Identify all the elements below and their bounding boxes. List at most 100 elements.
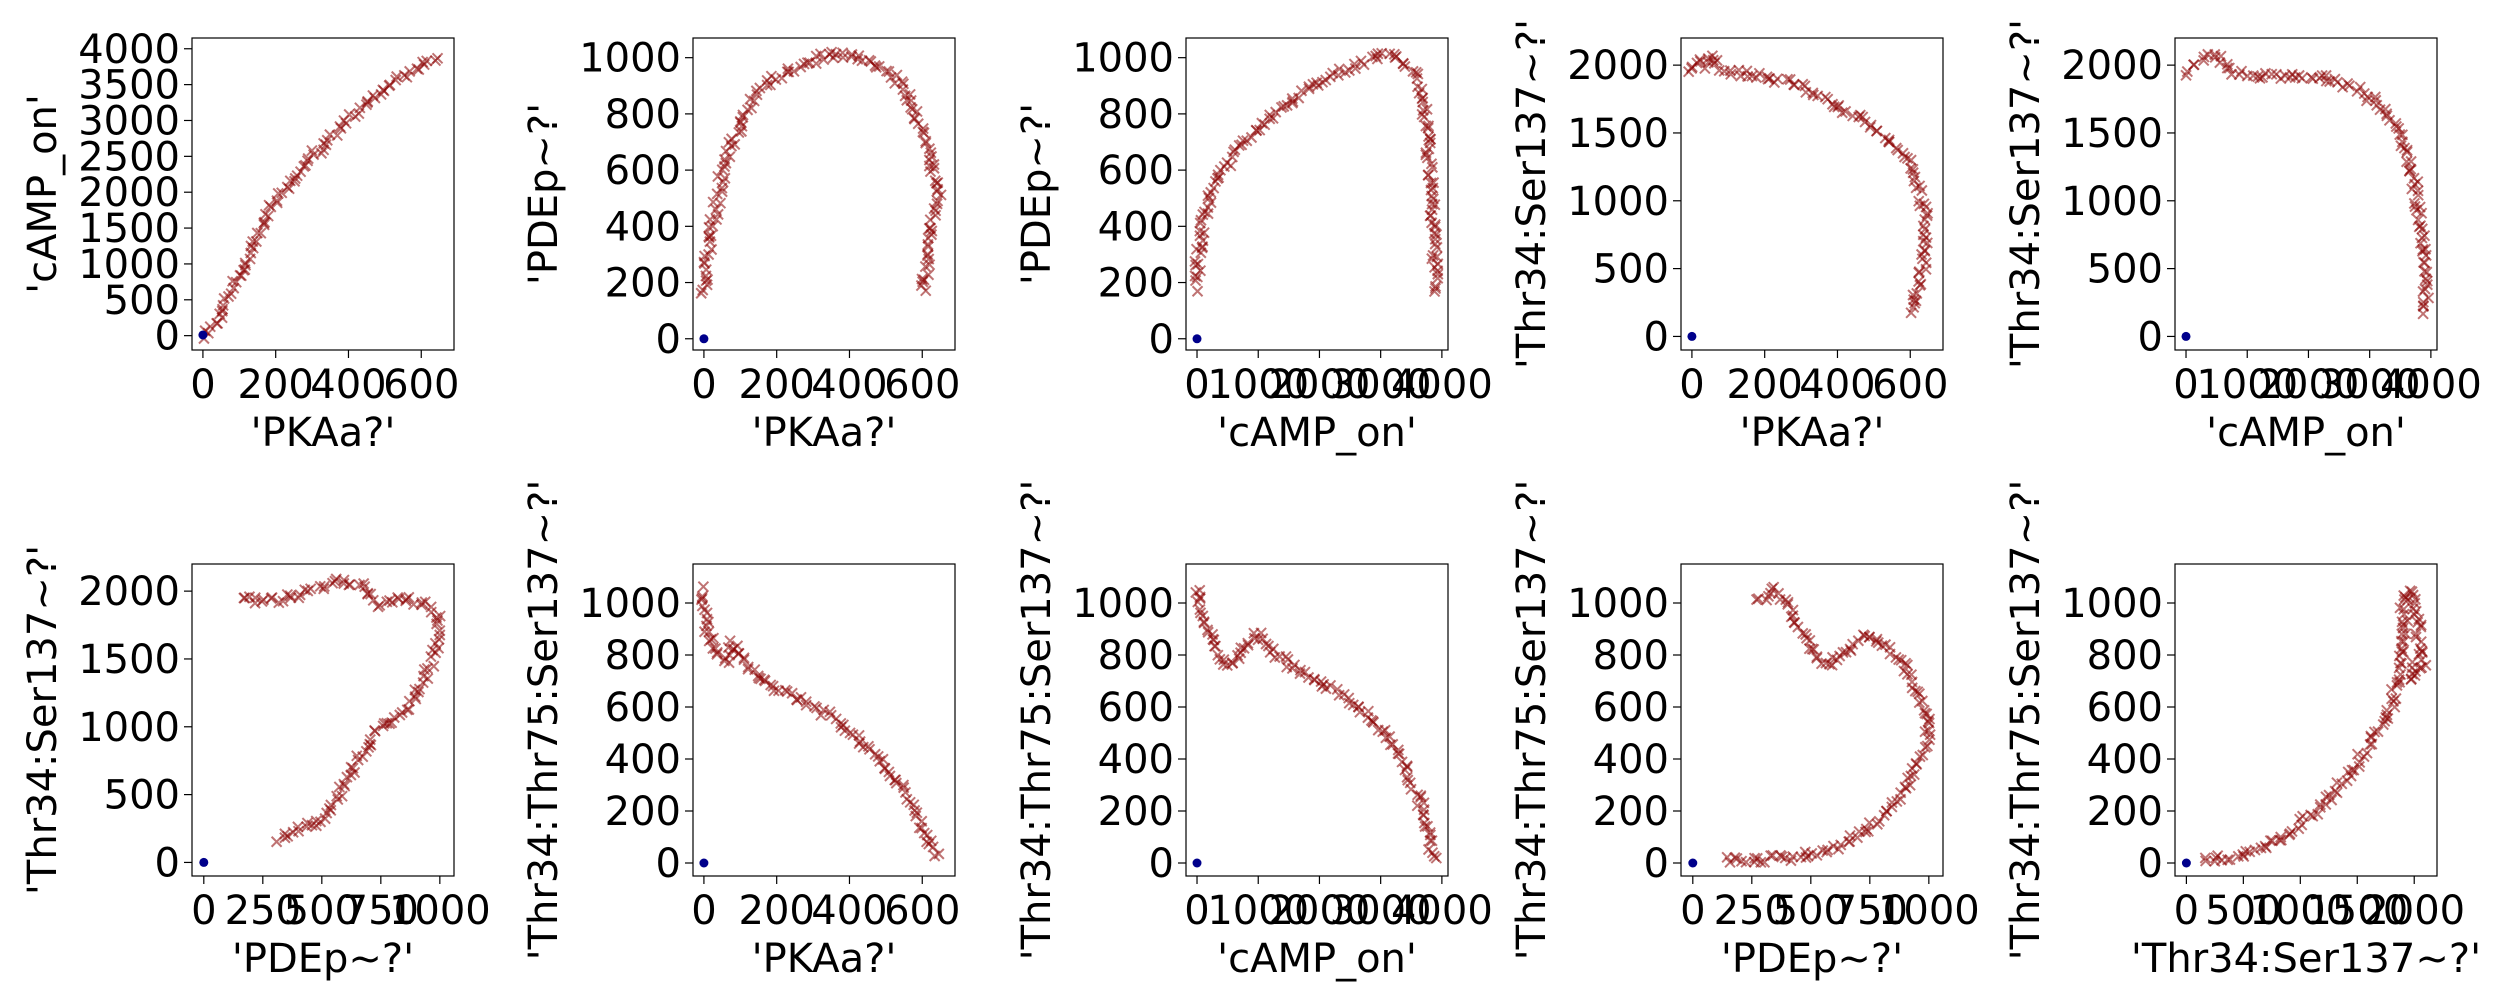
data-point — [2403, 165, 2416, 177]
x-tick-label: 0 — [191, 888, 216, 934]
y-tick-label: 0 — [155, 840, 180, 886]
y-tick-label: 600 — [1593, 685, 1669, 731]
data-point — [1860, 823, 1873, 835]
data-point — [1740, 856, 1752, 868]
data-point — [2398, 589, 2410, 602]
data-point — [2380, 108, 2393, 120]
data-point — [226, 275, 239, 287]
data-point — [362, 587, 374, 599]
x-tick-label: 200 — [739, 888, 815, 934]
data-point — [800, 695, 812, 708]
data-point — [2409, 593, 2422, 606]
data-point — [877, 753, 889, 765]
y-tick-label: 3500 — [78, 63, 180, 109]
data-point — [764, 679, 777, 691]
data-point — [724, 635, 736, 647]
y-tick-label: 500 — [104, 773, 180, 819]
x-tick-label: 0 — [1184, 362, 1209, 408]
y-tick-label: 500 — [104, 278, 180, 324]
data-point — [1428, 285, 1441, 298]
cross-series — [238, 573, 446, 848]
x-tick-label: 250 — [225, 888, 301, 934]
data-point — [2381, 704, 2393, 717]
data-point — [258, 217, 270, 229]
subplot-2: 0 20040060002004006008001000'PKAa?''PDEp~… — [521, 36, 960, 456]
y-tick-label: 800 — [1098, 92, 1174, 138]
data-point — [225, 287, 237, 300]
data-point — [1750, 593, 1763, 606]
data-point — [1422, 120, 1435, 132]
data-point — [1191, 285, 1204, 297]
data-point — [1771, 73, 1784, 85]
y-tick-label: 1000 — [2061, 179, 2163, 225]
data-point — [2348, 764, 2360, 776]
data-point — [1418, 111, 1430, 123]
axes-frame — [1680, 563, 1944, 877]
data-point — [761, 79, 773, 91]
data-point — [334, 120, 346, 133]
y-tick-label: 0 — [656, 317, 681, 363]
x-tick-label: 3000 — [1330, 362, 1432, 408]
data-point — [265, 592, 277, 605]
y-tick-label: 400 — [2087, 737, 2163, 783]
data-point — [2415, 207, 2428, 219]
x-tick-label: 0 — [2173, 362, 2198, 408]
data-point — [1427, 249, 1439, 262]
y-axis-label: 'Thr34:Ser137~?' — [2003, 19, 2049, 369]
data-point — [924, 165, 937, 178]
data-point — [364, 588, 377, 600]
reference-point — [198, 330, 208, 340]
data-point — [1835, 839, 1847, 851]
data-point — [728, 138, 741, 151]
data-point — [1420, 149, 1432, 161]
y-axis-label: 'PDEp~?' — [521, 103, 567, 285]
data-point — [1209, 640, 1222, 652]
y-tick-label: 1000 — [1072, 36, 1174, 82]
subplot-6: 0 25050075010000500100015002000'PDEp~?''T… — [20, 545, 491, 982]
data-point — [1194, 603, 1206, 616]
x-tick-label: 1000 — [389, 888, 491, 934]
data-point — [786, 687, 798, 699]
data-point — [2417, 256, 2430, 269]
data-point — [1424, 133, 1437, 146]
data-point — [434, 629, 446, 641]
data-point — [2224, 853, 2236, 866]
data-point — [853, 49, 865, 62]
y-axis-label: 'Thr34:Ser137~?' — [1509, 19, 1555, 369]
data-point — [911, 806, 923, 819]
data-point — [1921, 740, 1934, 752]
data-point — [922, 238, 934, 251]
data-point — [279, 832, 291, 844]
data-point — [294, 166, 307, 178]
data-point — [935, 189, 947, 201]
y-tick-label: 1000 — [579, 36, 681, 82]
data-point — [2240, 845, 2252, 858]
data-point — [1917, 235, 1929, 247]
x-axis-label: 'Thr34:Ser137~?' — [2131, 936, 2481, 982]
axes-frame — [1680, 37, 1944, 351]
data-point — [421, 55, 433, 67]
y-axis-label: 'Thr34:Thr75:Ser137~?' — [1509, 480, 1555, 961]
data-point — [1256, 633, 1269, 645]
x-tick-label: 500 — [284, 888, 360, 934]
data-point — [751, 88, 763, 101]
data-point — [929, 204, 942, 217]
data-point — [1909, 171, 1921, 183]
data-point — [2266, 68, 2278, 80]
axes-frame — [2174, 563, 2438, 877]
data-point — [333, 781, 346, 793]
cross-series — [2199, 585, 2432, 867]
y-tick-label: 400 — [1098, 737, 1174, 783]
y-tick-label: 800 — [605, 633, 681, 679]
data-point — [2401, 144, 2413, 156]
data-point — [2415, 621, 2427, 633]
data-point — [270, 836, 283, 848]
data-point — [921, 249, 934, 262]
reference-point — [2181, 331, 2191, 341]
data-point — [331, 129, 343, 142]
data-point — [1707, 54, 1719, 66]
data-point — [920, 284, 932, 297]
x-tick-label: 250 — [1714, 888, 1790, 934]
data-point — [2275, 831, 2287, 843]
